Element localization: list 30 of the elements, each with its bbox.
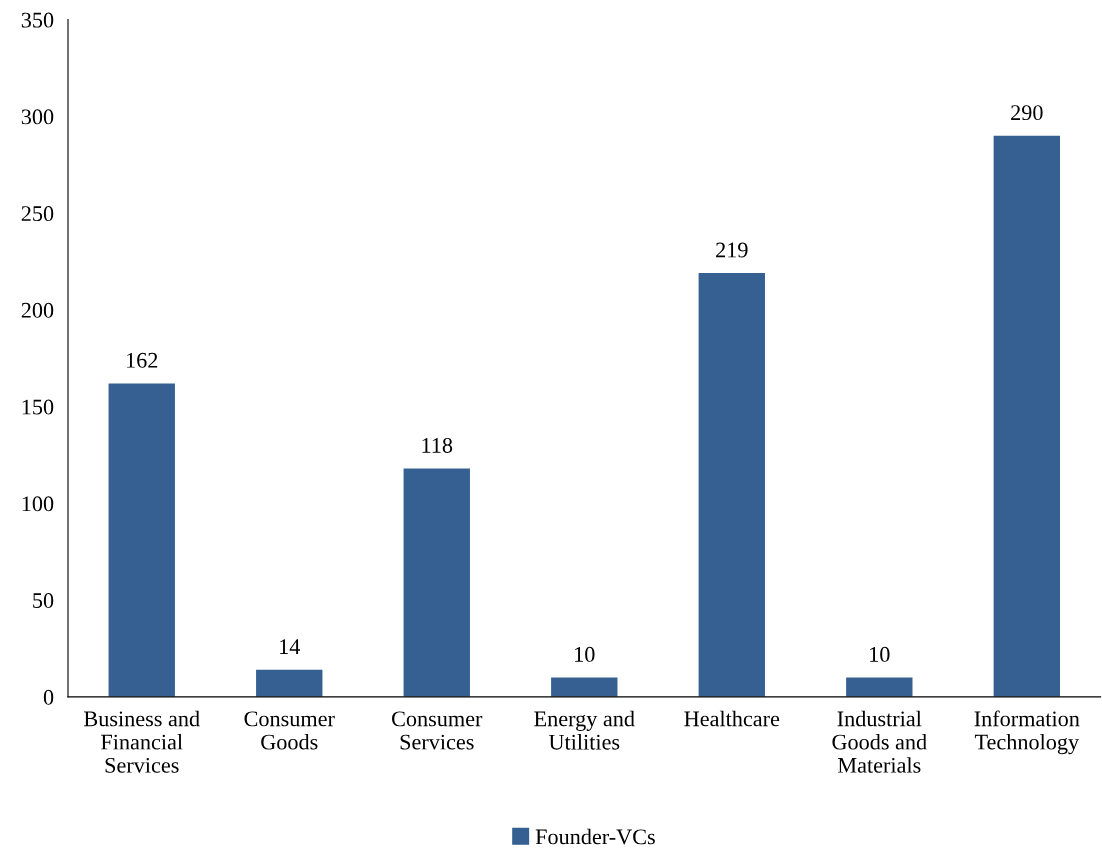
legend-label: Founder-VCs [535,828,655,845]
x-tick-label: Energy and Utilities [534,710,635,750]
x-tick-label: Healthcare [684,710,780,727]
data-label: 290 [1011,105,1043,121]
bar [403,468,470,697]
bar [108,383,175,697]
y-tick-label: 0 [43,689,54,705]
y-tick-label: 300 [21,109,54,125]
bar [256,669,323,697]
data-label: 10 [870,646,890,662]
data-label: 162 [127,352,158,368]
data-label: 10 [575,646,595,662]
x-tick-label: Consumer Goods [244,711,335,750]
y-tick-label: 200 [21,302,54,318]
data-label: 14 [280,639,301,654]
y-tick-label: 250 [21,206,54,222]
x-tick-label: Industrial Goods and Materials [832,710,927,773]
bar [993,135,1060,697]
y-tick-label: 150 [22,399,54,415]
y-tick-label: 350 [21,12,54,28]
x-tick-label: Consumer Services [392,711,483,750]
bar [698,273,765,697]
x-tick-label: Information Technology [974,710,1080,755]
x-tick-label: Business and Financial Services [84,710,200,773]
data-label: 219 [716,242,748,258]
data-label: 118 [422,437,453,453]
bar [846,677,913,697]
bar [551,677,618,697]
y-tick-label: 50 [33,593,54,609]
y-tick-label: 100 [22,496,54,512]
